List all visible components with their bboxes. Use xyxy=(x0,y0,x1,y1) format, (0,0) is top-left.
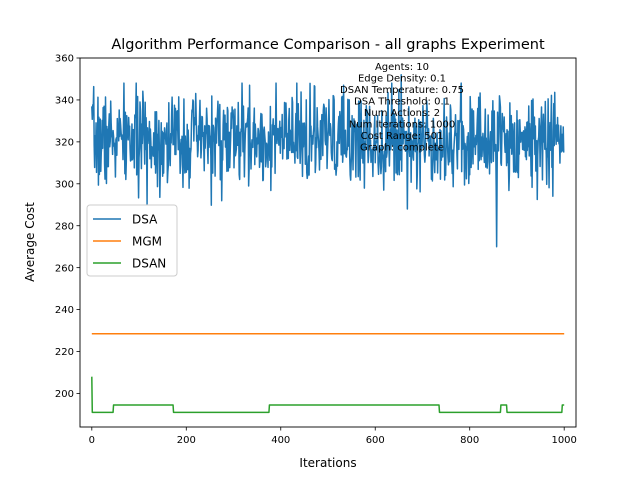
axes-frame xyxy=(79,57,577,428)
y-axis-label: Average Cost xyxy=(23,202,37,282)
y-tick-label: 200 xyxy=(55,389,74,400)
x-tick-label: 800 xyxy=(460,435,479,446)
chart-title: Algorithm Performance Comparison - all g… xyxy=(111,37,545,53)
series-line-dsan xyxy=(91,376,565,414)
annotation-line: Edge Density: 0.1 xyxy=(358,74,446,85)
parameter-annotation: Agents: 10 Edge Density: 0.1 DSAN Temper… xyxy=(340,62,464,154)
annotation-line: Num Iterations: 1000 xyxy=(349,120,455,131)
legend-label-mgm: MGM xyxy=(132,235,162,249)
y-tick-label: 300 xyxy=(55,179,74,190)
plot-series xyxy=(91,74,565,414)
x-tick-label: 0 xyxy=(89,435,95,446)
x-axis-label: Iterations xyxy=(299,456,356,470)
annotation-line: DSAN Temperature: 0.75 xyxy=(340,85,464,96)
x-tick-label: 200 xyxy=(177,435,196,446)
annotation-line: Agents: 10 xyxy=(375,62,429,73)
annotation-line: Num Actions: 2 xyxy=(364,108,440,119)
series-line-dsa xyxy=(91,74,565,248)
y-tick-label: 220 xyxy=(55,347,74,358)
x-axis: 0 200 400 600 800 1000 xyxy=(89,427,577,446)
y-axis: 200 220 240 260 280 300 320 340 360 xyxy=(55,54,80,400)
legend-box xyxy=(86,204,178,277)
y-tick-label: 280 xyxy=(55,221,74,232)
y-tick-label: 360 xyxy=(55,54,74,65)
annotation-line: DSA Threshold: 0.1 xyxy=(354,97,450,108)
x-tick-label: 1000 xyxy=(551,435,576,446)
y-tick-label: 340 xyxy=(55,96,74,107)
y-tick-label: 260 xyxy=(55,263,74,274)
x-tick-label: 600 xyxy=(366,435,385,446)
legend: DSA MGM DSAN xyxy=(86,204,178,277)
legend-label-dsa: DSA xyxy=(132,213,158,227)
annotation-line: Graph: complete xyxy=(360,143,444,154)
y-tick-label: 240 xyxy=(55,305,74,316)
legend-label-dsan: DSAN xyxy=(132,257,166,271)
x-tick-label: 400 xyxy=(271,435,290,446)
y-tick-label: 320 xyxy=(55,137,74,148)
annotation-line: Cost Range: 501 xyxy=(361,131,444,142)
